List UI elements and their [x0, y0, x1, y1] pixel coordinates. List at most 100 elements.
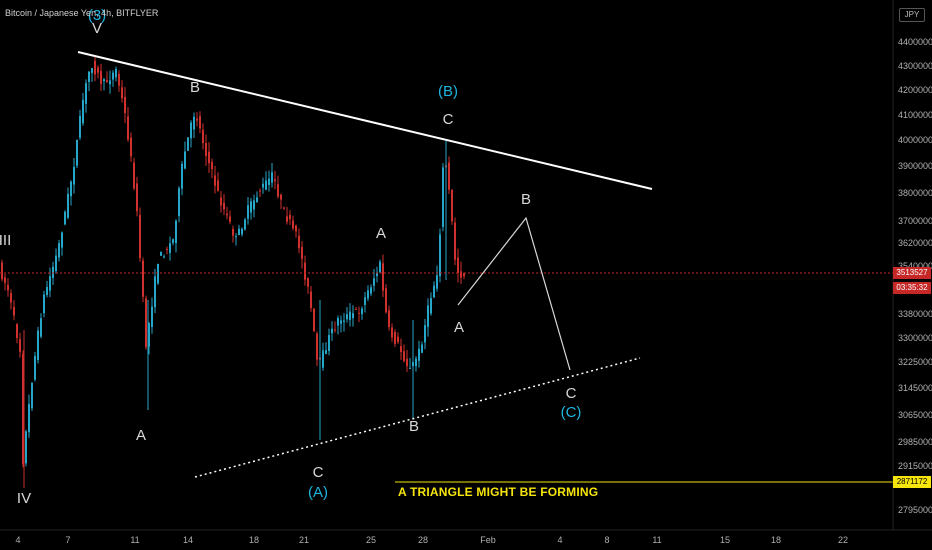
candle-body	[97, 67, 99, 73]
candle-body	[274, 179, 276, 182]
price-tick-label: 4300000	[898, 61, 932, 71]
price-tick-label: 3540000	[898, 261, 932, 271]
candle-body	[202, 129, 204, 143]
candle-body	[277, 184, 279, 197]
wave-label: A	[136, 427, 146, 444]
candle-body	[37, 330, 39, 361]
candle-body	[328, 335, 330, 351]
price-tick-label: 3900000	[898, 161, 932, 171]
time-tick-label: 11	[652, 535, 661, 545]
candle-body	[367, 290, 369, 299]
candle-body	[196, 118, 198, 121]
candle-body	[193, 116, 195, 130]
price-tick-label: 3300000	[898, 333, 932, 343]
candle-body	[133, 162, 135, 189]
candle-body	[115, 68, 117, 78]
price-tick-label: 4400000	[898, 37, 932, 47]
time-tick-label: 25	[366, 535, 376, 545]
candle-body	[151, 306, 153, 327]
price-tick-label: 3700000	[898, 216, 932, 226]
candle-body	[241, 228, 243, 235]
candle-body	[304, 262, 306, 280]
candle-body	[85, 83, 87, 104]
candle-body	[439, 234, 441, 277]
candle-body	[451, 189, 453, 222]
wave-labels: (3)V III IV A B C (A) A B (B) C A B C (C)	[0, 7, 581, 507]
candle-body	[376, 272, 378, 277]
candle-body	[343, 320, 345, 322]
price-tick-label: 2915000	[898, 461, 932, 471]
candle-body	[112, 72, 114, 80]
candle-body	[250, 201, 252, 213]
candle-body	[73, 166, 75, 185]
candle-body	[382, 263, 384, 291]
projected-wave-path[interactable]	[457, 216, 571, 371]
candle-body	[199, 116, 201, 129]
candle-body	[427, 305, 429, 327]
candle-body	[130, 137, 132, 157]
candle-body	[454, 222, 456, 260]
price-tick-label: 4200000	[898, 85, 932, 95]
candle-body	[145, 298, 147, 348]
time-tick-label: 18	[771, 535, 781, 545]
currency-button[interactable]: JPY	[899, 8, 925, 22]
candle-body	[13, 306, 15, 316]
candle-body	[31, 382, 33, 409]
candle-body	[337, 317, 339, 326]
candle-body	[238, 228, 240, 236]
candle-body	[253, 200, 255, 210]
candle-body	[22, 354, 24, 465]
candle-body	[43, 294, 45, 314]
candle-body	[415, 358, 417, 367]
time-tick-label: 15	[720, 535, 730, 545]
candle-body	[334, 329, 336, 331]
wave-label: (C)	[561, 404, 582, 421]
candle-body	[160, 252, 162, 256]
candle-body	[385, 288, 387, 313]
candle-body	[121, 87, 123, 99]
candle-body	[61, 232, 63, 248]
candle-body	[55, 255, 57, 272]
candle-body	[442, 167, 444, 227]
candle-body	[28, 403, 30, 433]
candle-body	[217, 180, 219, 191]
wave-label: V	[92, 20, 102, 37]
wave-label: C	[443, 111, 454, 128]
candle-body	[91, 68, 93, 73]
candle-body	[40, 318, 42, 337]
price-tick-label: 2985000	[898, 437, 932, 447]
candle-body	[391, 327, 393, 338]
time-tick-label: 8	[604, 535, 609, 545]
wave-label: A	[454, 319, 464, 336]
candle-body	[403, 351, 405, 362]
price-tick-label: 4000000	[898, 135, 932, 145]
candle-body	[358, 312, 360, 314]
candle-body	[313, 308, 315, 332]
candle-body	[226, 213, 228, 216]
candle-body	[166, 249, 168, 251]
time-axis: 4 7 11 14 18 21 25 28 Feb 4 8 11 15 18 22	[15, 535, 848, 545]
candle-body	[397, 336, 399, 343]
candle-body	[103, 79, 105, 82]
candle-body	[181, 163, 183, 189]
candle-body	[118, 73, 120, 86]
time-tick-label: 18	[249, 535, 259, 545]
level-price-tag: 2871172	[893, 476, 931, 488]
candle-body	[316, 333, 318, 360]
candle-body	[286, 216, 288, 222]
price-tick-label: 4100000	[898, 110, 932, 120]
candle-body	[331, 328, 333, 334]
candle-body	[370, 287, 372, 294]
candle-body	[4, 277, 6, 283]
wave-label: III	[0, 232, 11, 249]
candle-body	[409, 367, 411, 369]
triangle-lower-trendline[interactable]	[194, 357, 641, 478]
time-tick-label: 4	[15, 535, 20, 545]
candle-body	[349, 311, 351, 320]
countdown-tag: 03:35:32	[893, 282, 931, 294]
triangle-upper-trendline[interactable]	[77, 51, 653, 190]
price-tick-label: 3225000	[898, 357, 932, 367]
time-tick-label: 14	[183, 535, 193, 545]
candle-body	[265, 180, 267, 190]
